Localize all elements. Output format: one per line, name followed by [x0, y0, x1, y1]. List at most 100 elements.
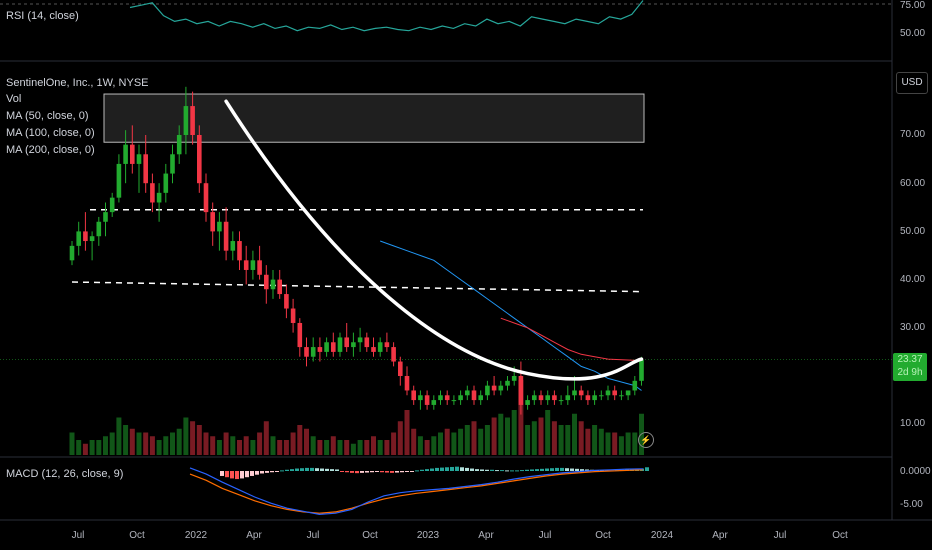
candle-body — [230, 241, 236, 251]
volume-bar — [585, 428, 591, 455]
volume-bar — [464, 425, 470, 455]
candle-body — [639, 359, 644, 381]
macd-histogram-bar — [400, 471, 404, 473]
candle-body — [136, 154, 142, 164]
candle-body — [203, 183, 209, 213]
volume-bar — [196, 425, 202, 455]
volume-bar — [109, 432, 115, 455]
macd-histogram-bar — [225, 471, 229, 478]
macd-histogram-bar — [560, 467, 564, 471]
price-tick-60: 60.00 — [900, 178, 926, 189]
last-price-tag: 23.37 2d 9h — [893, 353, 927, 381]
macd-histogram-bar — [405, 471, 409, 472]
candle-body — [498, 385, 504, 391]
volume-bar — [237, 440, 242, 455]
candle-body — [465, 390, 470, 396]
macd-signal-line — [189, 469, 644, 514]
candle-body — [485, 385, 490, 396]
macd-histogram-bar — [370, 471, 374, 473]
volume-bar — [183, 417, 189, 455]
volume-bar — [572, 413, 577, 455]
macd-histogram-bar — [450, 466, 454, 471]
candle-body — [511, 376, 517, 381]
x-tick-jul: Jul — [71, 530, 85, 541]
candle-body — [163, 173, 169, 193]
volume-bar — [417, 436, 423, 455]
macd-histogram-bar — [300, 468, 304, 471]
ma50-label[interactable]: MA (50, close, 0) — [6, 110, 89, 122]
ma100-line — [500, 317, 642, 362]
candle-body — [572, 390, 577, 396]
candle-body — [357, 337, 363, 343]
volume-bar — [625, 432, 631, 455]
volume-bar — [551, 421, 557, 455]
candle-body — [599, 395, 604, 397]
volume-bar — [431, 436, 437, 455]
candle-body — [83, 231, 88, 242]
ma200-label[interactable]: MA (200, close, 0) — [6, 144, 95, 156]
macd-histogram-bar — [525, 469, 529, 471]
dashed-level-lower — [71, 281, 644, 293]
macd-histogram-bar — [290, 469, 294, 471]
symbol-exchange: NYSE — [118, 77, 149, 89]
symbol-legend[interactable]: SentinelOne, Inc., 1W, NYSE — [6, 77, 149, 89]
macd-histogram-bar — [550, 468, 554, 471]
candle-body — [223, 221, 229, 251]
volume-bar — [612, 432, 618, 455]
ma100-label[interactable]: MA (100, close, 0) — [6, 127, 95, 139]
volume-bar — [357, 440, 363, 455]
volume-bar — [103, 436, 108, 455]
volume-bar — [411, 428, 417, 455]
volume-bar — [350, 443, 356, 455]
macd-histogram-bar — [545, 468, 549, 471]
macd-histogram-bar — [500, 470, 504, 472]
volume-bar — [310, 436, 316, 455]
volume-bar — [76, 440, 82, 455]
candle-body — [304, 347, 309, 357]
candle-body — [431, 400, 437, 405]
candle-body — [270, 279, 276, 290]
macd-histogram-bar — [415, 470, 419, 472]
candle-body — [210, 212, 215, 232]
candle-body — [150, 183, 155, 203]
candle-body — [525, 400, 530, 405]
macd-histogram-bar — [510, 470, 514, 472]
candle-body — [69, 245, 75, 261]
macd-histogram-bar — [295, 468, 299, 471]
volume-bar — [69, 432, 75, 455]
lightning-icon[interactable]: ⚡ — [638, 432, 654, 448]
candle-body — [552, 395, 557, 401]
candle-body — [130, 144, 135, 164]
candle-body — [532, 395, 537, 401]
candle-body — [324, 342, 329, 352]
volume-bar — [170, 432, 175, 455]
rsi-label[interactable]: RSI (14, close) — [6, 10, 79, 22]
macd-histogram-bar — [540, 468, 544, 471]
candle-body — [96, 221, 102, 237]
macd-histogram-bar — [325, 468, 329, 471]
x-tick-apr-3: Apr — [712, 530, 728, 541]
volume-bar — [558, 425, 564, 455]
candle-body — [558, 400, 564, 402]
macd-histogram-bar — [530, 469, 534, 471]
macd-histogram-bar — [245, 471, 249, 478]
volume-bar — [605, 432, 611, 455]
macd-histogram-bar — [645, 467, 649, 471]
candle-body — [391, 347, 396, 362]
macd-label[interactable]: MACD (12, 26, close, 9) — [6, 468, 124, 480]
currency-button[interactable]: USD — [896, 72, 928, 94]
vol-label[interactable]: Vol — [6, 93, 22, 105]
volume-bar — [116, 417, 122, 455]
volume-bar — [283, 440, 289, 455]
candle-body — [143, 154, 148, 184]
macd-histogram-bar — [410, 471, 414, 472]
candle-body — [398, 361, 403, 376]
x-tick-jul-3: Jul — [538, 530, 552, 541]
volume-bar — [451, 432, 457, 455]
price-tick-30: 30.00 — [900, 322, 926, 333]
volume-bar — [391, 432, 397, 455]
x-tick-2023: 2023 — [416, 530, 440, 541]
macd-histogram-bar — [380, 471, 384, 473]
volume-bar — [82, 443, 88, 455]
